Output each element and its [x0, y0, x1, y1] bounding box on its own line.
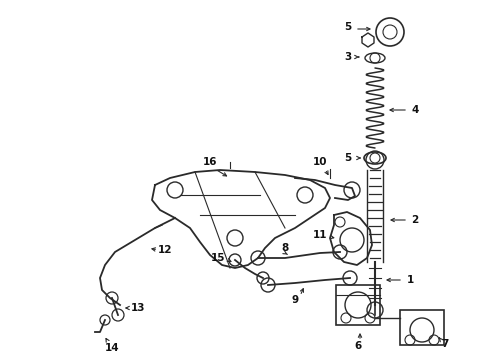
Text: 5: 5: [344, 22, 352, 32]
Bar: [400, 310, 444, 345]
Text: 1: 1: [406, 275, 414, 285]
Text: 12: 12: [158, 245, 172, 255]
Text: 10: 10: [313, 157, 327, 167]
Bar: [336, 285, 380, 325]
Text: 16: 16: [203, 157, 217, 167]
Text: 4: 4: [411, 105, 418, 115]
Text: 5: 5: [344, 153, 352, 163]
Text: 14: 14: [105, 343, 119, 353]
Text: 9: 9: [292, 295, 298, 305]
Text: 15: 15: [211, 253, 225, 263]
Text: 2: 2: [412, 215, 418, 225]
Text: 6: 6: [354, 341, 362, 351]
Text: 7: 7: [441, 339, 449, 349]
Text: 8: 8: [281, 243, 289, 253]
Text: 13: 13: [131, 303, 145, 313]
Text: 11: 11: [313, 230, 327, 240]
Text: 3: 3: [344, 52, 352, 62]
